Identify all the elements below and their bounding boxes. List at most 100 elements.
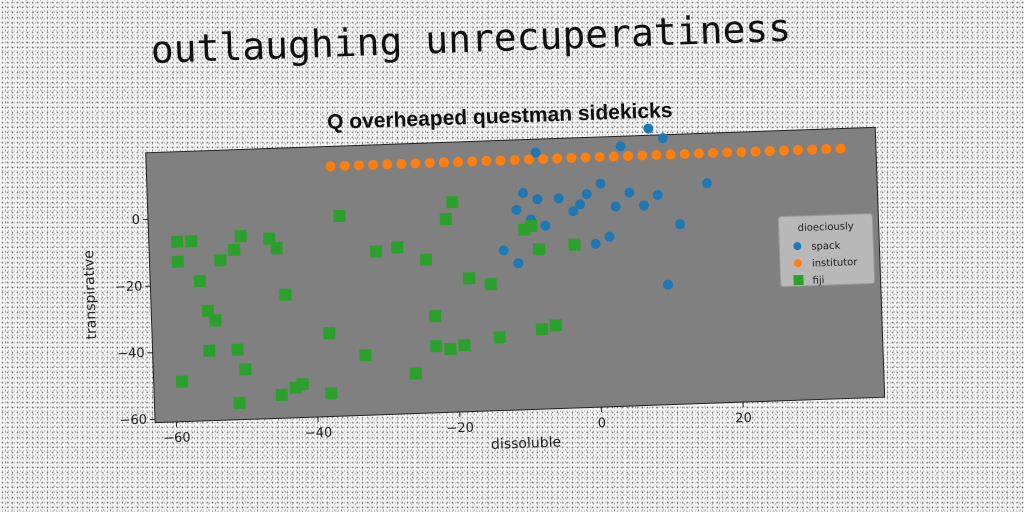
data-point-institutor xyxy=(495,155,506,166)
data-point-spack xyxy=(638,200,649,211)
chart-title: Q overheaped questman sidekicks xyxy=(327,99,673,134)
data-point-fiji xyxy=(227,243,241,256)
data-point-fiji xyxy=(419,253,433,266)
data-point-fiji xyxy=(444,342,457,356)
data-point-spack xyxy=(643,123,654,134)
data-point-fiji xyxy=(214,254,227,267)
data-point-institutor xyxy=(523,154,534,165)
legend-label-spack: spack xyxy=(811,241,841,253)
y-tick-label: −40 xyxy=(117,346,145,362)
data-point-fiji xyxy=(233,396,246,410)
data-point-institutor xyxy=(821,144,832,155)
data-point-institutor xyxy=(538,153,549,164)
x-tick-label: −40 xyxy=(305,425,333,441)
data-point-institutor xyxy=(679,149,690,160)
data-point-institutor xyxy=(438,157,449,168)
data-point-institutor xyxy=(693,148,704,159)
data-point-institutor xyxy=(325,161,336,172)
data-point-institutor xyxy=(396,158,407,169)
data-point-fiji xyxy=(462,272,476,285)
data-point-spack xyxy=(581,189,592,200)
data-point-fiji xyxy=(296,377,309,391)
data-point-fiji xyxy=(201,304,215,317)
data-point-institutor xyxy=(608,151,619,162)
x-tick-label: 20 xyxy=(735,411,752,427)
data-point-institutor xyxy=(453,156,464,167)
data-point-spack xyxy=(532,194,543,205)
data-point-fiji xyxy=(333,209,346,223)
data-point-fiji xyxy=(532,242,546,256)
data-point-fiji xyxy=(325,386,338,400)
legend-box xyxy=(777,213,876,288)
plot-area: −60 −40 −20 0 20 −60 −40 −20 0 dissoluble trans… xyxy=(81,123,886,453)
data-point-institutor xyxy=(793,145,804,156)
legend-items: spack institutor fiji xyxy=(793,241,859,287)
data-point-fiji xyxy=(170,235,184,248)
data-point-fiji xyxy=(458,338,471,352)
data-point-institutor xyxy=(552,153,563,164)
data-point-fiji xyxy=(175,375,189,388)
legend-title: dioeciously xyxy=(798,221,854,234)
data-point-spack xyxy=(511,204,522,215)
data-point-fiji xyxy=(493,331,506,344)
data-point-fiji xyxy=(209,314,222,327)
data-point-fiji xyxy=(270,242,283,255)
data-point-spack xyxy=(553,193,564,204)
legend: dioeciously spack institutor fiji xyxy=(777,213,876,288)
x-axis-label: dissoluble xyxy=(491,435,562,453)
x-axis-ticks: −60 −40 −20 0 20 xyxy=(163,402,752,446)
data-point-institutor xyxy=(424,157,435,168)
data-point-fiji xyxy=(193,274,207,288)
data-point-fiji xyxy=(429,339,443,353)
y-axis-ticks: −60 −40 −20 0 xyxy=(115,213,156,429)
legend-marker-spack xyxy=(793,242,802,251)
data-point-spack xyxy=(568,206,579,217)
data-point-spack xyxy=(540,220,551,231)
data-point-institutor xyxy=(637,150,648,161)
data-point-spack xyxy=(662,279,673,290)
data-point-institutor xyxy=(368,159,379,170)
data-point-institutor xyxy=(580,152,591,163)
data-point-spack xyxy=(615,141,626,152)
data-point-institutor xyxy=(722,147,733,158)
data-point-fiji xyxy=(439,212,453,226)
data-point-fiji xyxy=(359,349,372,362)
data-point-spack xyxy=(701,178,712,189)
x-tick-label: −20 xyxy=(446,421,474,437)
data-point-institutor xyxy=(764,146,775,157)
data-point-institutor xyxy=(623,150,634,161)
data-point-institutor xyxy=(382,159,393,170)
data-point-spack xyxy=(530,147,541,158)
data-point-fiji xyxy=(409,367,422,380)
data-point-institutor xyxy=(708,148,719,159)
data-point-fiji xyxy=(263,232,276,245)
data-point-fiji xyxy=(231,343,244,356)
data-point-institutor xyxy=(509,154,520,165)
data-point-spack xyxy=(498,245,509,256)
data-point-fiji xyxy=(524,219,538,233)
data-marks xyxy=(170,123,846,410)
data-point-institutor xyxy=(651,149,662,160)
data-point-fiji xyxy=(568,238,581,251)
legend-label-institutor: institutor xyxy=(812,257,859,270)
data-point-fiji xyxy=(446,195,459,209)
y-tick-label: 0 xyxy=(131,213,140,228)
data-point-spack xyxy=(517,188,528,199)
data-point-spack xyxy=(657,133,668,144)
data-point-institutor xyxy=(750,146,761,157)
y-tick-label: −20 xyxy=(115,279,143,295)
data-point-spack xyxy=(624,187,635,198)
data-point-spack xyxy=(604,231,615,242)
data-point-institutor xyxy=(467,156,478,167)
data-point-fiji xyxy=(234,230,247,243)
data-point-spack xyxy=(675,219,686,230)
data-point-fiji xyxy=(484,277,497,291)
data-point-fiji xyxy=(390,241,404,254)
data-point-fiji xyxy=(279,288,292,301)
data-point-fiji xyxy=(239,363,252,376)
data-point-fiji xyxy=(535,322,549,336)
data-point-fiji xyxy=(369,245,383,258)
data-point-fiji xyxy=(185,235,198,248)
x-tick-label: −60 xyxy=(163,430,191,446)
